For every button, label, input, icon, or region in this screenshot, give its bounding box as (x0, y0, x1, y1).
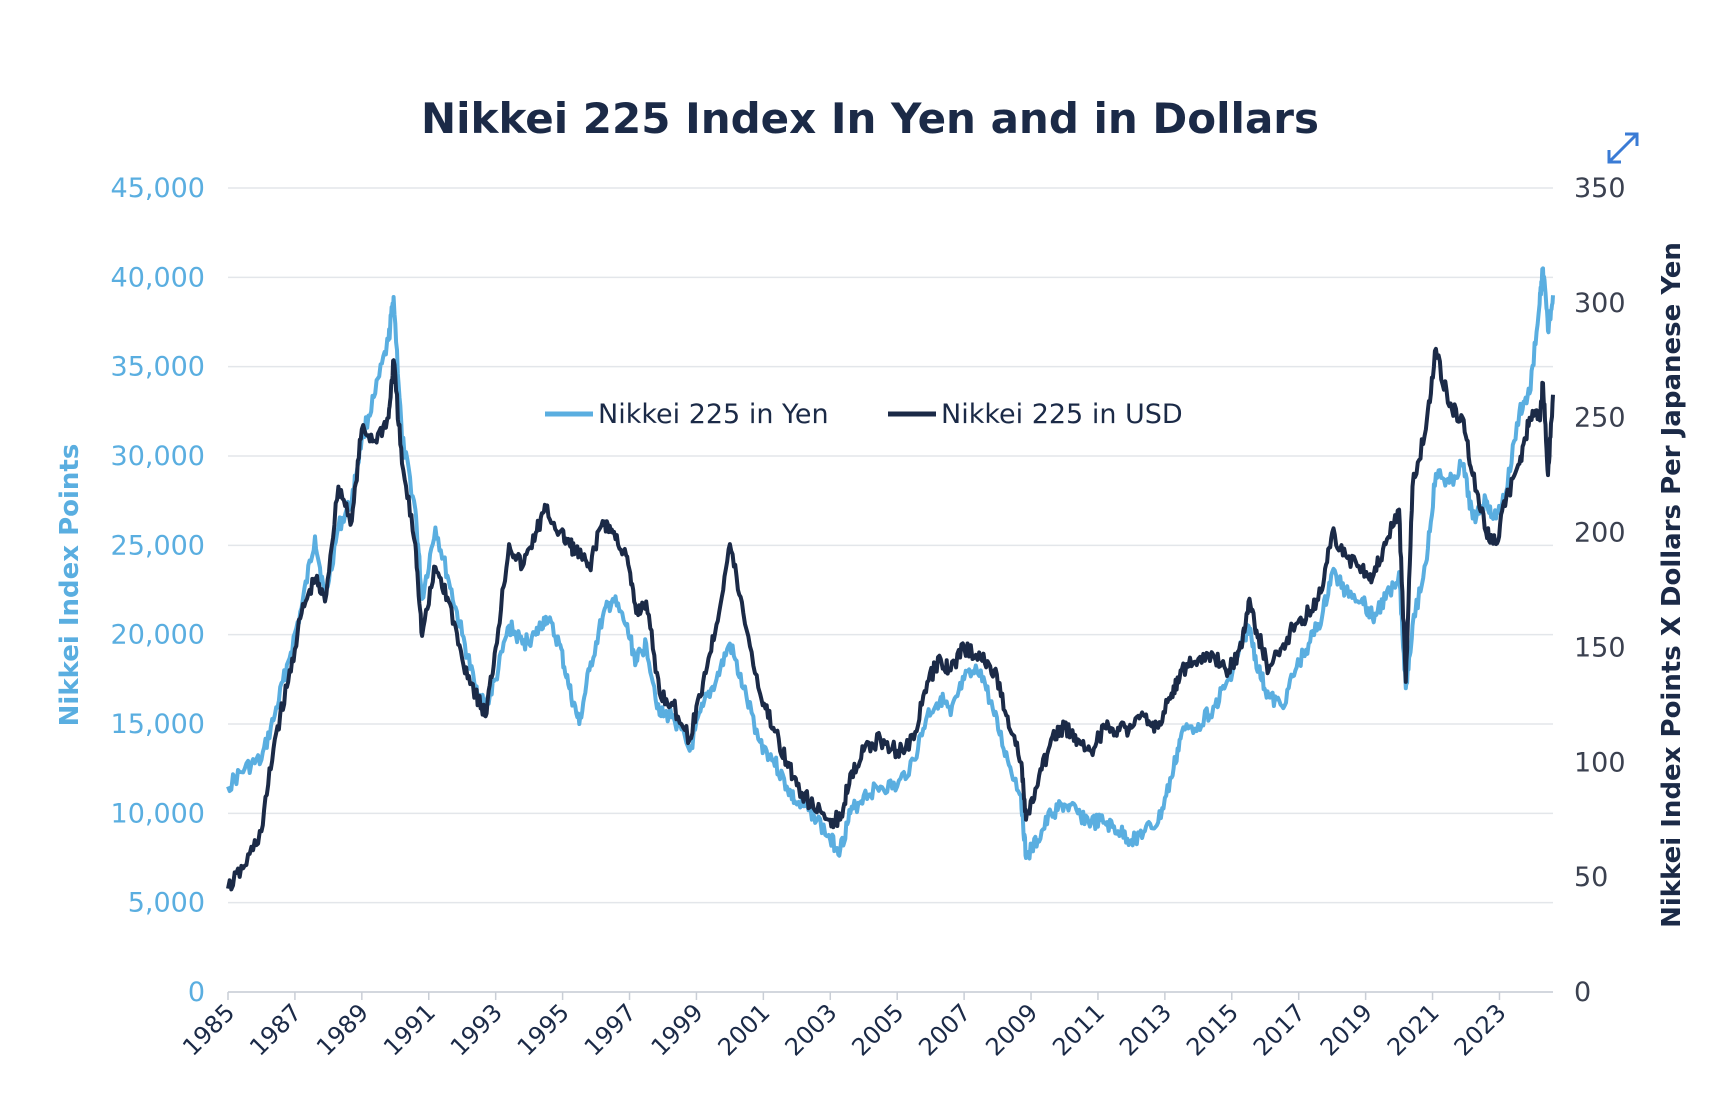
right-tick-label: 300 (1574, 288, 1626, 319)
left-tick-label: 40,000 (111, 262, 205, 293)
series-line-yen (226, 266, 1555, 861)
x-tick-label: 1997 (579, 998, 642, 1061)
series-line-usd (226, 346, 1555, 892)
x-tick-label: 1993 (445, 998, 508, 1061)
x-tick-label: 2017 (1248, 998, 1311, 1061)
left-tick-label: 5,000 (128, 888, 205, 919)
x-tick-label: 2009 (980, 998, 1043, 1061)
legend: Nikkei 225 in Yen Nikkei 225 in USD (545, 399, 1183, 430)
x-tick-label: 1985 (177, 998, 240, 1061)
left-tick-label: 30,000 (111, 441, 205, 472)
right-tick-label: 250 (1574, 403, 1626, 434)
x-tick-label: 1987 (244, 998, 307, 1061)
x-tick-label: 2013 (1114, 998, 1177, 1061)
x-tick-label: 2001 (713, 998, 776, 1061)
x-tick-label: 1995 (512, 998, 575, 1061)
left-tick-label: 0 (188, 977, 205, 1008)
gridlines (228, 187, 1553, 993)
right-axis-ticks: 0 50 100 150 200 250 300 350 (1574, 173, 1626, 1008)
x-tick-label: 1999 (646, 998, 709, 1061)
chart-title: Nikkei 225 Index In Yen and in Dollars (421, 94, 1319, 143)
right-tick-label: 0 (1574, 977, 1591, 1008)
x-tick-label: 2003 (780, 998, 843, 1061)
x-tick-label: 2019 (1315, 998, 1378, 1061)
legend-label-usd: Nikkei 225 in USD (941, 399, 1183, 430)
right-tick-label: 50 (1574, 862, 1608, 893)
x-tick-label: 2007 (913, 998, 976, 1061)
left-tick-label: 20,000 (111, 620, 205, 651)
expand-diagonal-arrows-icon[interactable] (1607, 132, 1639, 164)
x-tick-label: 2015 (1181, 998, 1244, 1061)
x-tick-label: 1991 (378, 998, 441, 1061)
x-axis-ticks: 1985 1987 1989 1991 1993 1995 1997 1999 2001 2003… (177, 991, 1553, 1061)
left-tick-label: 45,000 (111, 173, 205, 204)
left-tick-label: 25,000 (111, 530, 205, 561)
x-tick-label: 2023 (1449, 998, 1512, 1061)
x-tick-label: 2011 (1047, 998, 1110, 1061)
x-tick-label: 1989 (311, 998, 374, 1061)
left-axis-ticks: 0 5,000 10,000 15,000 20,000 25,000 30,000 35,0… (111, 173, 205, 1008)
right-tick-label: 100 (1574, 747, 1626, 778)
left-axis-title: Nikkei Index Points (55, 444, 85, 727)
left-tick-label: 10,000 (111, 798, 205, 829)
x-tick-label: 2005 (846, 998, 909, 1061)
legend-label-yen: Nikkei 225 in Yen (598, 399, 829, 430)
right-axis-title: Nikkei Index Points X Dollars Per Japane… (1657, 242, 1687, 928)
x-tick-label: 2021 (1382, 998, 1445, 1061)
left-tick-label: 35,000 (111, 352, 205, 383)
series-lines (226, 266, 1555, 892)
right-tick-label: 200 (1574, 518, 1626, 549)
right-tick-label: 350 (1574, 173, 1626, 204)
right-tick-label: 150 (1574, 632, 1626, 663)
left-tick-label: 15,000 (111, 709, 205, 740)
